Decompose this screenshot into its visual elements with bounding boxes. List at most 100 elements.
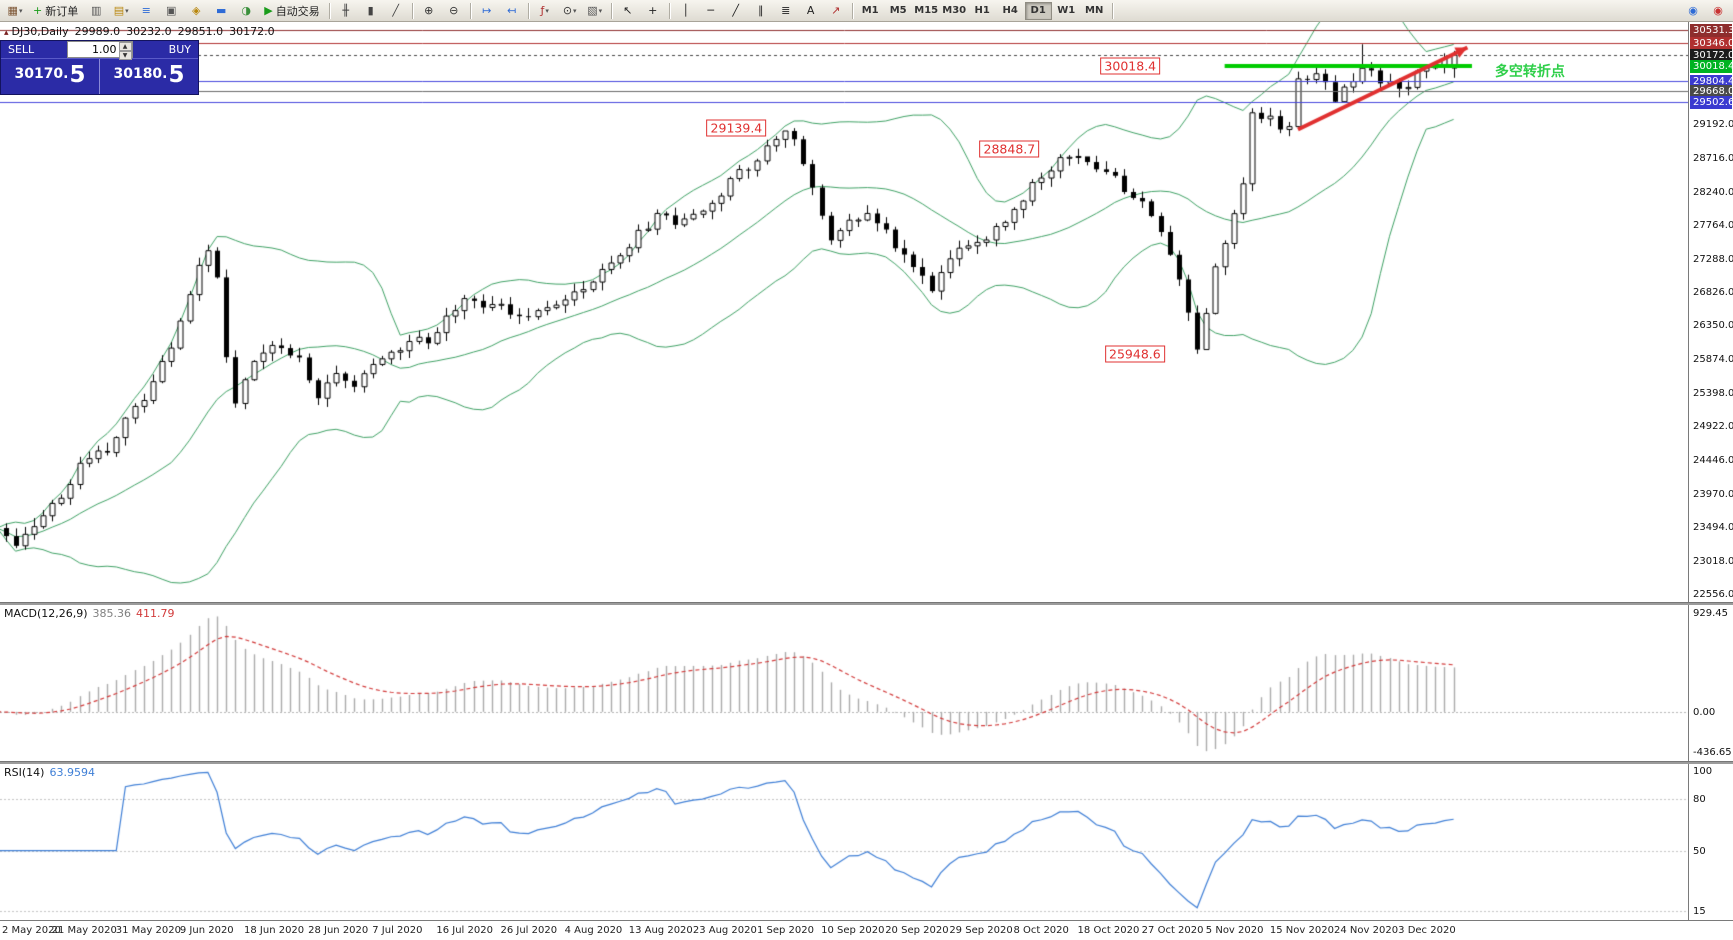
price-flag[interactable]: 25948.6 xyxy=(1105,345,1165,363)
periods-icon[interactable]: ⊙ ▾ xyxy=(558,1,582,20)
axis-tick-label: 26350.0 xyxy=(1693,320,1733,332)
chart-window: ▴ DJ30,Daily 29989.0 30232.0 29851.0 30172.0 … xyxy=(0,22,1733,940)
volume-down-icon[interactable]: ▼ xyxy=(118,51,132,60)
axis-tick-label: 26826.0 xyxy=(1693,286,1733,298)
fibonacci-icon: ≣ xyxy=(781,4,791,17)
templates-icon[interactable]: ▧ ▾ xyxy=(583,1,607,20)
volume-input[interactable]: 1.00 ▲ ▼ xyxy=(66,41,133,60)
indicators-icon[interactable]: ƒ ▾ xyxy=(533,1,557,20)
new-chart-icon: ▦ xyxy=(7,4,18,17)
dropdown-arrow-icon[interactable]: ▾ xyxy=(125,6,129,15)
navigator-icon[interactable]: ◈ xyxy=(184,1,208,20)
buy-button[interactable]: BUY xyxy=(168,43,191,56)
time-axis-label: 5 Nov 2020 xyxy=(1205,925,1264,936)
symbol-label: DJ30,Daily xyxy=(11,25,69,38)
text-label-icon[interactable]: A xyxy=(799,1,823,20)
periods-icon: ⊙ xyxy=(562,4,573,17)
zoom-in-icon[interactable]: ⊕ xyxy=(417,1,441,20)
sell-button[interactable]: SELL xyxy=(8,43,35,56)
live-chat-icon[interactable]: ◉ xyxy=(1706,1,1730,20)
time-axis-label: 15 Nov 2020 xyxy=(1269,925,1334,936)
axis-tick-label: 27288.0 xyxy=(1693,254,1733,266)
bar-chart-icon[interactable]: ╫ xyxy=(334,1,358,20)
axis-tick-label: 28716.0 xyxy=(1693,153,1733,165)
new-chart-icon[interactable]: ▦ ▾ xyxy=(3,1,27,20)
arrow-object-icon[interactable]: ↗ xyxy=(824,1,848,20)
oneclick-collapse-icon[interactable]: ▴ xyxy=(4,28,9,38)
fibonacci-icon[interactable]: ≣ xyxy=(774,1,798,20)
auto-trading-icon: ▶ xyxy=(264,4,273,17)
time-axis-label: 18 Oct 2020 xyxy=(1077,925,1140,936)
zoom-in-icon: ⊕ xyxy=(424,4,434,17)
axis-tick-label: 25398.0 xyxy=(1693,387,1733,399)
price-flag[interactable]: 28848.7 xyxy=(979,140,1040,158)
community-icon[interactable]: ◉ xyxy=(1681,1,1705,20)
auto-trading-button[interactable]: ▶ 自动交易 xyxy=(259,1,324,20)
candlestick-chart-icon[interactable]: ▮ xyxy=(359,1,383,20)
price-flag[interactable]: 30018.4 xyxy=(1100,57,1161,75)
macd-panel: MACD(12,26,9) 385.36 411.79 929.45 0.00 -436… xyxy=(0,605,1733,761)
horizontal-line-icon[interactable]: ─ xyxy=(699,1,723,20)
line-chart-icon[interactable]: ╱ xyxy=(384,1,408,20)
chart-window-icon[interactable]: ▥ xyxy=(84,1,108,20)
turning-point-note[interactable]: 多空转折点 xyxy=(1494,63,1565,80)
zoom-out-icon[interactable]: ⊖ xyxy=(442,1,466,20)
channel-icon[interactable]: ∥ xyxy=(749,1,773,20)
buy-price[interactable]: 30180. 5 xyxy=(113,62,185,88)
timeframe-m30-button[interactable]: M30 xyxy=(942,5,967,16)
toolbar-separator xyxy=(668,2,670,19)
time-axis-label: 20 Sep 2020 xyxy=(885,925,949,936)
macd-canvas[interactable] xyxy=(0,605,1689,761)
dropdown-arrow-icon[interactable]: ▾ xyxy=(598,6,603,15)
data-window-icon[interactable]: ▣ xyxy=(159,1,183,20)
panel-splitter[interactable] xyxy=(0,761,1733,764)
timeframe-h4-button[interactable]: H4 xyxy=(1002,5,1018,16)
axis-tick-label: 24446.0 xyxy=(1693,455,1733,467)
channel-icon: ∥ xyxy=(757,4,764,17)
dropdown-arrow-icon[interactable]: ▾ xyxy=(545,6,549,15)
timeframe-m5-button[interactable]: M5 xyxy=(889,5,907,16)
axis-tick-label: 29192.0 xyxy=(1693,119,1733,131)
dropdown-arrow-icon[interactable]: ▾ xyxy=(18,6,23,15)
time-axis-label: 31 May 2020 xyxy=(115,925,181,936)
terminal-icon[interactable]: ▬ xyxy=(209,1,233,20)
sell-price[interactable]: 30170. 5 xyxy=(1,59,100,94)
horizontal-line-icon: ─ xyxy=(707,4,714,17)
timeframe-mn-button[interactable]: MN xyxy=(1085,5,1104,16)
time-axis-label: 27 Oct 2020 xyxy=(1141,925,1204,936)
toolbar: ▦ ▾ + 新订单 ▥ ▤ ▾ ≡ ▣ ◈ ▬ ◑ ▶ 自动交易 ╫ ▮ ╱ ⊕ ⊖ ↦ ↤ ƒ ▾ ⊙ ▾ ▧ ▾ ↖ + │ ─ ╱ ∥ ≣ A… xyxy=(0,0,1733,22)
toolbar-button-label: 新订单 xyxy=(45,4,79,18)
time-axis-label: 13 Aug 2020 xyxy=(628,925,693,936)
market-watch-icon[interactable]: ≡ xyxy=(134,1,158,20)
auto-scroll-icon: ↦ xyxy=(482,4,492,17)
timeframe-d1-button[interactable]: D1 xyxy=(1024,1,1052,20)
cursor-icon[interactable]: ↖ xyxy=(616,1,640,20)
trendline-icon[interactable]: ╱ xyxy=(724,1,748,20)
price-flag[interactable]: 29139.4 xyxy=(706,119,767,137)
panel-splitter[interactable] xyxy=(0,602,1733,605)
timeframe-m15-button[interactable]: M15 xyxy=(914,5,939,16)
volume-up-icon[interactable]: ▲ xyxy=(118,42,132,51)
axis-tick-label: 15 xyxy=(1693,906,1706,918)
strategy-tester-icon[interactable]: ◑ xyxy=(234,1,258,20)
toolbar-separator xyxy=(328,2,330,19)
toolbar-separator xyxy=(851,2,853,19)
price-chart-canvas[interactable] xyxy=(0,22,1689,602)
timeframe-m1-button[interactable]: M1 xyxy=(861,5,879,16)
crosshair-icon[interactable]: + xyxy=(641,1,665,20)
time-axis-label: 23 Aug 2020 xyxy=(692,925,757,936)
auto-scroll-icon[interactable]: ↦ xyxy=(475,1,499,20)
volume-value[interactable]: 1.00 xyxy=(92,43,117,56)
time-axis-label: 3 Dec 2020 xyxy=(1398,925,1456,936)
vertical-line-icon[interactable]: │ xyxy=(674,1,698,20)
crosshair-icon: + xyxy=(648,4,658,17)
rsi-canvas[interactable] xyxy=(0,764,1689,920)
new-order-button[interactable]: + 新订单 xyxy=(28,1,83,20)
one-click-trading-panel: SELL 1.00 ▲ ▼ BUY 30170. 5 30180. 5 xyxy=(0,40,199,95)
axis-tick-label: 27764.0 xyxy=(1693,220,1733,232)
timeframe-h1-button[interactable]: H1 xyxy=(974,5,990,16)
profiles-icon[interactable]: ▤ ▾ xyxy=(109,1,133,20)
timeframe-w1-button[interactable]: W1 xyxy=(1057,5,1076,16)
chart-shift-icon[interactable]: ↤ xyxy=(500,1,524,20)
dropdown-arrow-icon[interactable]: ▾ xyxy=(573,6,577,15)
